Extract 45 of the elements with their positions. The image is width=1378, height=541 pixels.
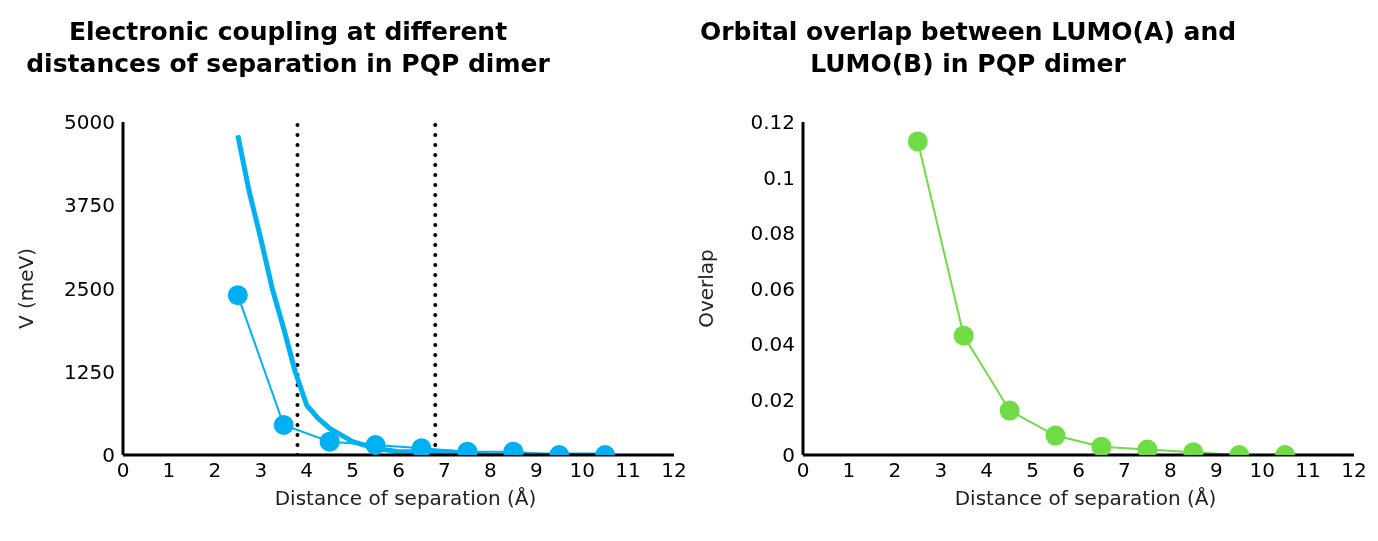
x-tick-label: 7 [1118, 458, 1131, 483]
x-tick-label: 12 [661, 458, 687, 483]
x-tick-label: 9 [529, 458, 543, 483]
x-tick-label: 1 [842, 458, 856, 483]
x-tick-label: 7 [438, 458, 451, 483]
point [1091, 436, 1112, 455]
chart-title: Orbital overlap between LUMO(A) and LUMO(B) in PQP dimer [698, 16, 1238, 80]
x-tick-label: 4 [300, 458, 314, 483]
x-tick-label: 1 [162, 458, 176, 483]
x-axis-title: Distance of separation (Å) [273, 486, 538, 510]
x-axis-title: Distance of separation (Å) [953, 486, 1218, 510]
point [953, 325, 974, 346]
x-tick-label: 2 [208, 458, 222, 483]
x-tick-label: 6 [392, 458, 405, 483]
x-tick-label: 12 [1341, 458, 1367, 483]
y-tick-label: 3750 [64, 193, 115, 218]
x-tick-label: 3 [934, 458, 948, 483]
x-tick-label: 5 [1026, 458, 1039, 483]
x-tick-label: 8 [483, 458, 497, 483]
y-axis-title: Overlap [694, 249, 719, 328]
x-tick-label: 11 [615, 458, 641, 483]
x-tick-label: 4 [980, 458, 994, 483]
y-tick-label: 5000 [64, 110, 115, 135]
point [907, 131, 928, 152]
point [999, 400, 1020, 421]
y-tick-label: 2500 [64, 276, 115, 301]
y-tick-label: 0.04 [750, 332, 795, 357]
y-tick-label: 0.02 [750, 387, 795, 412]
x-tick-label: 9 [1209, 458, 1223, 483]
x-tick-label: 11 [1295, 458, 1321, 483]
x-tick-label: 10 [1249, 458, 1275, 483]
y-tick-label: 0.1 [763, 165, 795, 190]
y-tick-label: 1250 [64, 359, 115, 384]
y-axis-title: V (meV) [14, 247, 39, 330]
x-tick-label: 10 [569, 458, 595, 483]
y-tick-label: 0.08 [750, 221, 795, 246]
y-tick-label: 0.12 [750, 110, 795, 135]
y-tick-label: 0.06 [750, 276, 795, 301]
x-tick-label: 8 [1163, 458, 1177, 483]
x-tick-label: 2 [888, 458, 902, 483]
chart-title: Electronic coupling at different distances of separation in PQP dimer [25, 16, 551, 80]
x-tick-label: 3 [254, 458, 268, 483]
x-tick-label: 6 [1072, 458, 1085, 483]
point [1045, 425, 1066, 446]
x-tick-label: 5 [346, 458, 359, 483]
